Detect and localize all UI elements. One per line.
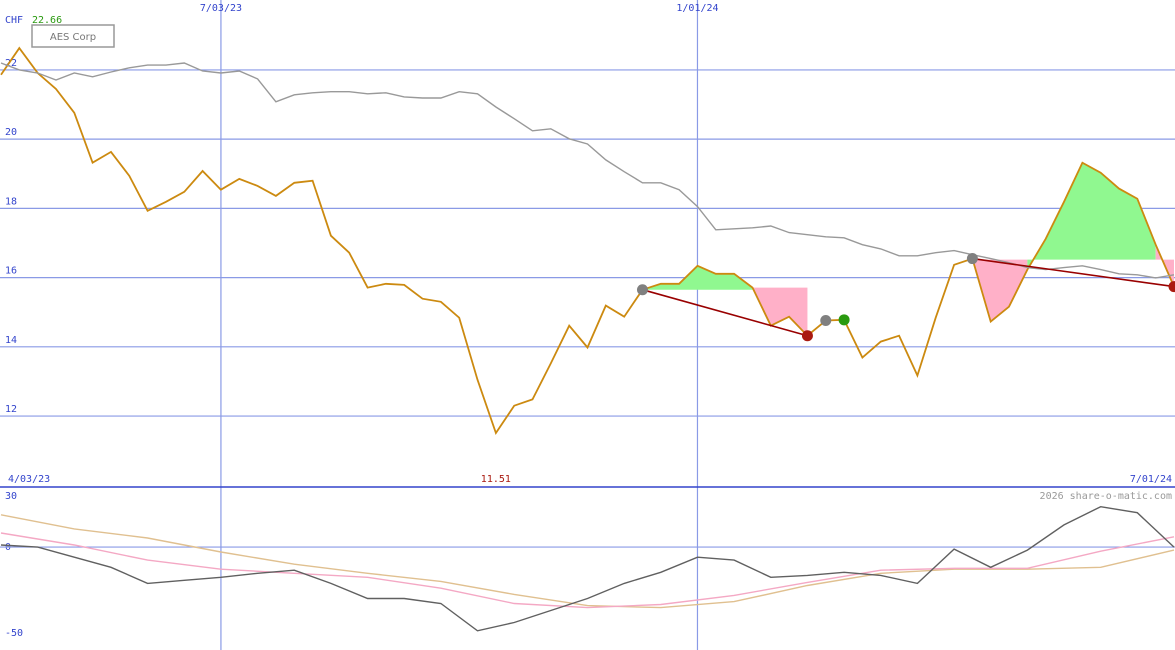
legend-box — [31, 24, 115, 48]
y-tick-label: 16 — [5, 266, 17, 277]
legend-entry: AES Corp — [50, 32, 96, 43]
series-line — [0, 514, 1175, 609]
currency-label: CHF — [5, 15, 23, 26]
signal-marker — [636, 284, 648, 296]
series-line — [0, 62, 1175, 279]
trend-line — [642, 288, 808, 337]
y-tick-label: 12 — [5, 404, 17, 415]
series-line — [0, 532, 1175, 609]
signal-band — [752, 287, 808, 336]
y-tick-label: -50 — [5, 628, 23, 639]
signal-band — [1027, 162, 1156, 270]
series-line — [0, 505, 1175, 632]
x-tick-label: 1/01/24 — [676, 3, 718, 14]
watermark: 2026 share-o-matic.com — [1040, 491, 1172, 502]
signal-marker — [1168, 281, 1175, 293]
signal-band — [642, 265, 753, 290]
x-tick-label: 7/03/23 — [200, 3, 242, 14]
y-tick-label: 22 — [5, 58, 17, 69]
signal-marker — [966, 253, 978, 265]
signal-band — [972, 258, 1028, 322]
min-label: 11.51 — [481, 474, 511, 485]
signal-marker — [801, 330, 813, 342]
trend-line — [972, 257, 1175, 288]
start-date: 4/03/23 — [8, 474, 50, 485]
signal-marker — [838, 314, 850, 326]
signal-marker — [820, 315, 832, 327]
end-date: 7/01/24 — [1130, 474, 1172, 485]
y-tick-label: 18 — [5, 196, 17, 207]
y-tick-label: 30 — [5, 491, 17, 502]
last-price: 22.66 — [32, 15, 62, 26]
series-line — [0, 46, 1175, 436]
y-tick-label: 20 — [5, 127, 17, 138]
y-tick-label: 14 — [5, 335, 17, 346]
